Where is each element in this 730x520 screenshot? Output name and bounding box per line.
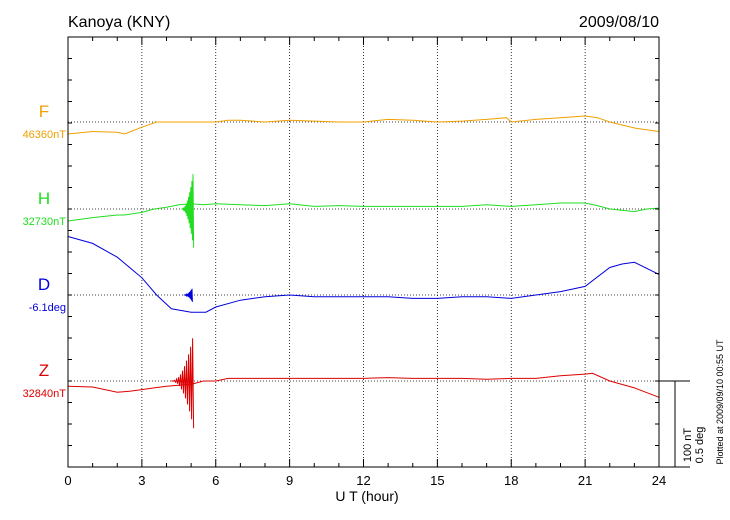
plotted-note: Plotted at 2009/09/10 00:55 UT bbox=[715, 339, 725, 465]
series-labels: F 46360nT H 32730nT D -6.1deg Z 32840nT bbox=[23, 102, 67, 400]
x-tick-label: 18 bbox=[504, 473, 518, 488]
x-tick-label: 12 bbox=[356, 473, 370, 488]
scale-label-nt: 100 nT bbox=[682, 428, 694, 463]
disturbance-spikes bbox=[171, 174, 195, 429]
series-line-z bbox=[67, 372, 660, 398]
series-name-f: F bbox=[39, 102, 49, 121]
scale-label-deg: 0.5 deg bbox=[694, 427, 706, 464]
x-axis-label: U T (hour) bbox=[335, 488, 398, 504]
x-tick-label: 3 bbox=[138, 473, 145, 488]
series-line-h bbox=[67, 202, 660, 222]
chart-date: 2009/08/10 bbox=[579, 14, 659, 31]
series-baseline-z: 32840nT bbox=[23, 388, 67, 400]
disturbance-z bbox=[171, 338, 195, 429]
scale-bar: 100 nT 0.5 deg bbox=[659, 380, 706, 468]
series-name-h: H bbox=[38, 189, 50, 208]
series-line-d bbox=[67, 236, 660, 313]
x-tick-label: 6 bbox=[212, 473, 219, 488]
x-tick-label: 21 bbox=[578, 473, 592, 488]
x-tick-label: 0 bbox=[64, 473, 71, 488]
series-baseline-f: 46360nT bbox=[23, 129, 67, 141]
series-name-d: D bbox=[38, 275, 50, 294]
grid bbox=[141, 37, 586, 467]
plot-frame bbox=[67, 36, 660, 468]
series-baseline-h: 32730nT bbox=[23, 216, 67, 228]
disturbance-d bbox=[183, 288, 193, 302]
baselines bbox=[68, 121, 659, 382]
series-line-f bbox=[67, 115, 660, 135]
series-lines bbox=[67, 115, 660, 398]
axis-ticks: 0 3 6 9 12 15 18 21 24 bbox=[64, 36, 666, 488]
x-tick-label: 15 bbox=[430, 473, 444, 488]
x-tick-label: 9 bbox=[286, 473, 293, 488]
series-baseline-d: -6.1deg bbox=[29, 302, 66, 314]
x-tick-label: 24 bbox=[652, 473, 666, 488]
disturbance-h bbox=[181, 174, 195, 248]
chart-title: Kanoya (KNY) bbox=[68, 14, 170, 31]
series-name-z: Z bbox=[39, 361, 49, 380]
